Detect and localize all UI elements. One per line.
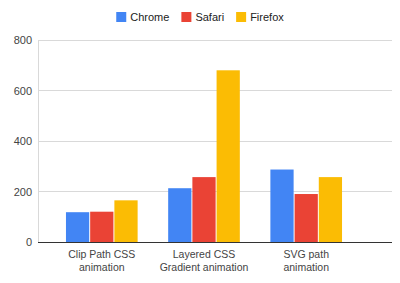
bar [66, 212, 89, 242]
grid-line [38, 40, 392, 41]
y-tick-label: 400 [14, 135, 32, 147]
bar [217, 70, 240, 242]
legend-label: Safari [195, 11, 224, 23]
bar [168, 188, 191, 242]
y-tick: 200 [14, 186, 38, 198]
y-tick: 0 [26, 236, 38, 248]
y-tick-label: 800 [14, 34, 32, 46]
x-tick-label: Layered CSSGradient animation [160, 248, 249, 272]
legend-item: Chrome [116, 11, 169, 23]
legend-item: Safari [181, 11, 224, 23]
x-axis: Clip Path CSSanimationLayered CSSGradien… [38, 242, 392, 273]
x-tick: Clip Path CSSanimation [68, 242, 135, 273]
grid-line [38, 90, 392, 91]
y-tick-label: 200 [14, 186, 32, 198]
legend-label: Chrome [130, 11, 169, 23]
y-tick-label: 600 [14, 85, 32, 97]
label-line: Layered CSS [173, 248, 235, 260]
label-line: animation [283, 261, 329, 273]
x-tick-label: Clip Path CSSanimation [68, 248, 135, 272]
legend-swatch [116, 12, 126, 22]
y-tick: 400 [14, 135, 38, 147]
y-tick: 800 [14, 34, 38, 46]
label-line: SVG path [283, 248, 329, 260]
y-tick-label: 0 [26, 236, 32, 248]
bar [295, 194, 318, 242]
legend-label: Firefox [250, 11, 284, 23]
bar [270, 170, 293, 242]
bar [90, 212, 113, 242]
bar [114, 200, 137, 242]
legend-swatch [181, 12, 191, 22]
y-axis-line [38, 41, 39, 243]
y-axis: 0 200 400 600 800 [14, 34, 39, 248]
x-tick: SVG pathanimation [283, 242, 329, 273]
label-line: animation [79, 261, 125, 273]
y-tick: 600 [14, 85, 38, 97]
x-tick: Layered CSSGradient animation [160, 242, 249, 273]
legend: Chrome Safari Firefox [116, 11, 284, 23]
x-axis-line [38, 242, 392, 243]
legend-swatch [236, 12, 246, 22]
label-line: Gradient animation [160, 261, 249, 273]
grid [38, 40, 392, 242]
bar [319, 177, 342, 242]
x-tick-label: SVG pathanimation [283, 248, 329, 272]
label-line: Clip Path CSS [68, 248, 135, 260]
chart: 0200400600800Clip Path CSSanimationLayer… [0, 0, 400, 283]
legend-item: Firefox [236, 11, 284, 23]
grid-line [38, 141, 392, 142]
bar [192, 177, 215, 242]
bars [66, 70, 342, 242]
